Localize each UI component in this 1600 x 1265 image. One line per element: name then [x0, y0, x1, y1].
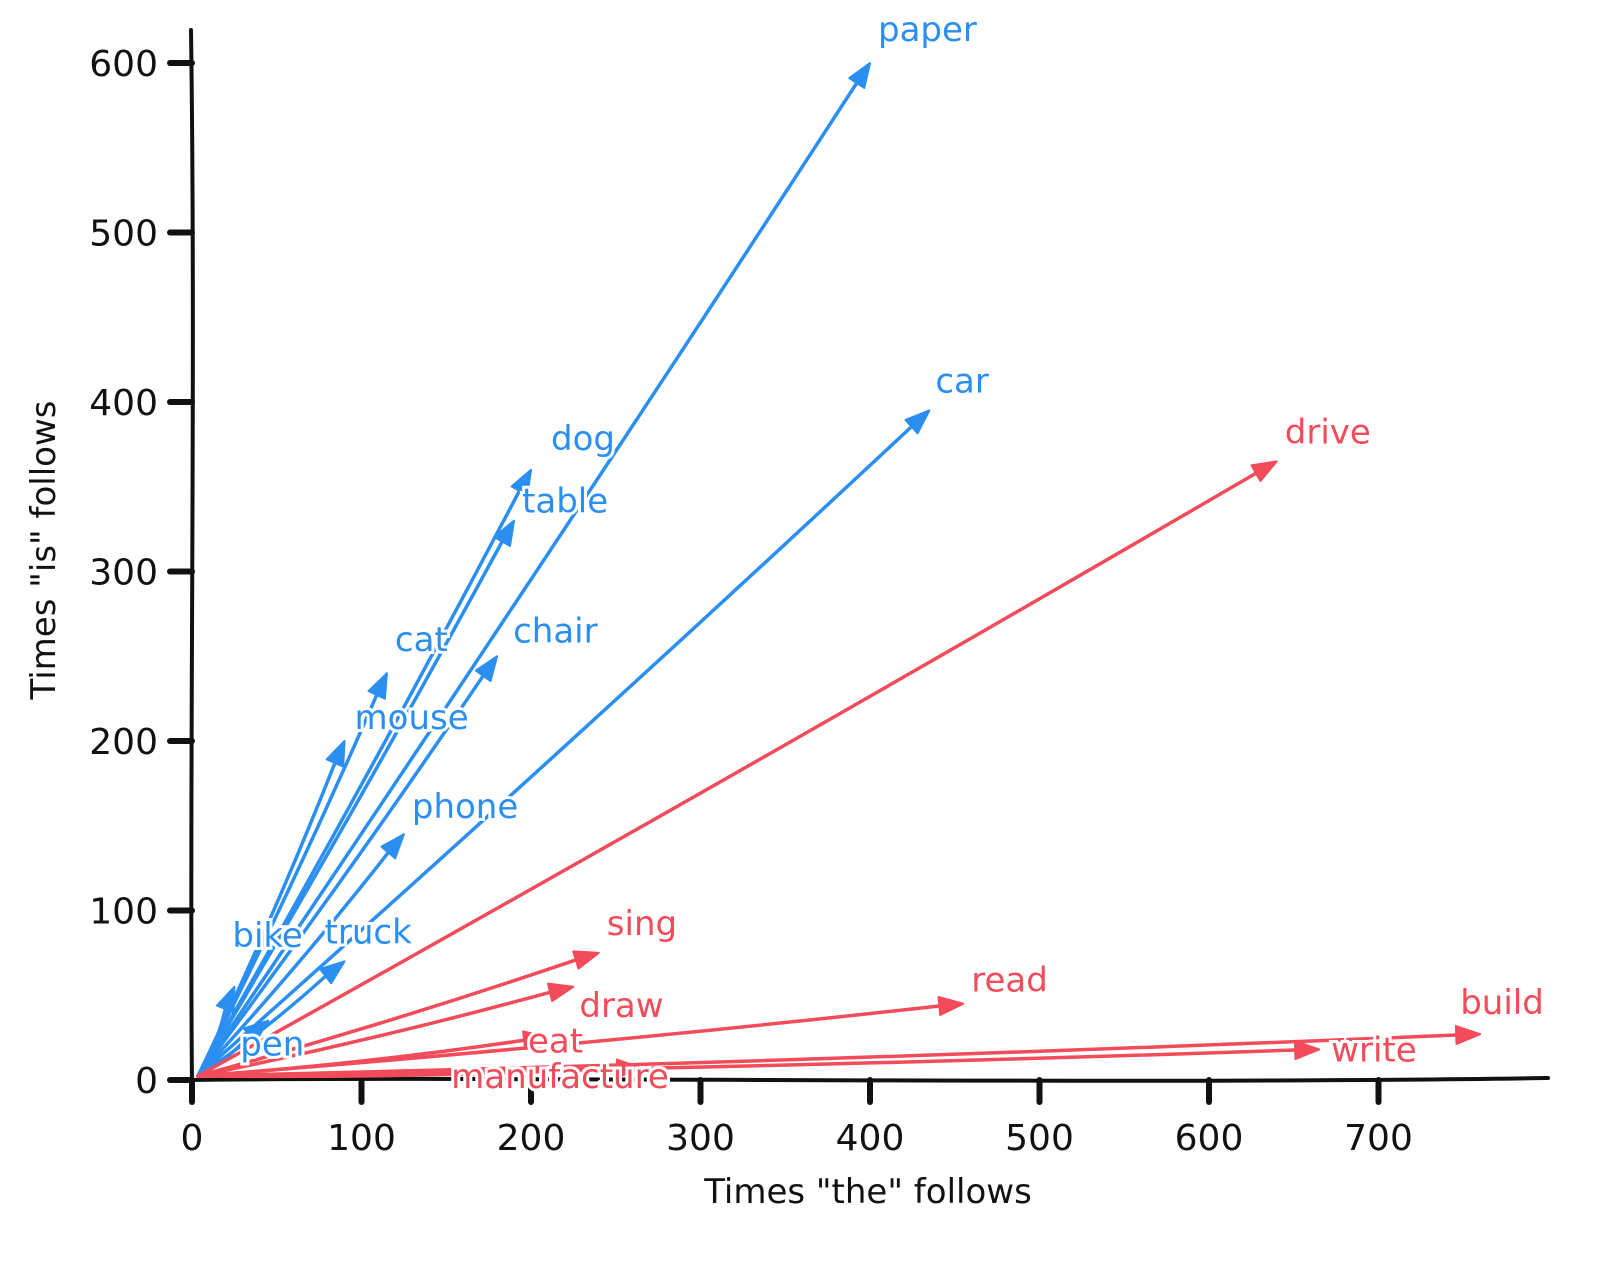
vector-label-draw: draw: [579, 986, 663, 1026]
vector-arrowhead-car: [904, 409, 931, 435]
x-axis-title: Times "the" follows: [703, 1172, 1032, 1212]
vector-line-drive: [196, 471, 1258, 1078]
axes: 0 100 200 300 400 500 600 700 0 100 200 300 400 500 6…: [89, 28, 1550, 1159]
vector-label-chair: chair: [513, 611, 598, 651]
y-tick-label: 0: [135, 1061, 158, 1102]
y-axis-title: Times "is" follows: [24, 401, 64, 701]
y-tick-label: 400: [89, 383, 158, 424]
vector-label-phone: phone: [412, 787, 518, 827]
vector-arrowhead-build: [1454, 1025, 1482, 1046]
y-tick-label: 500: [89, 214, 158, 255]
vector-label-bike: bike: [232, 916, 302, 956]
vector-label-mouse: mouse: [355, 698, 469, 738]
vector-line-paper: [196, 81, 859, 1078]
y-axis-line: [189, 28, 195, 1087]
x-tick-label: 300: [666, 1118, 735, 1159]
vector-line-draw: [196, 990, 552, 1078]
vector-line-phone: [196, 850, 391, 1078]
vector-arrowhead-mouse: [325, 740, 346, 768]
vector-arrowhead-truck: [319, 960, 346, 985]
vector-label-paper: paper: [878, 10, 977, 50]
vector-arrowhead-read: [937, 996, 965, 1016]
vector-label-drive: drive: [1285, 412, 1371, 452]
vector-arrowhead-drive: [1250, 460, 1278, 483]
x-ticks: 0 100 200 300 400 500 600 700: [181, 1077, 1413, 1159]
vector-label-eat: eat: [528, 1022, 583, 1062]
vector-arrowhead-dog: [510, 468, 532, 497]
vector-line-car: [196, 424, 914, 1078]
vector-arrowhead-manufacture: [616, 1058, 643, 1079]
vector-arrowhead-table: [493, 519, 516, 547]
vector-line-manufacture: [196, 1066, 619, 1079]
vector-line-build: [196, 1033, 1458, 1078]
vector-arrowhead-phone: [380, 833, 405, 860]
vector-arrowhead-paper: [848, 62, 871, 89]
y-tick-label: 200: [89, 722, 158, 763]
vector-line-dog: [196, 489, 522, 1078]
x-tick-label: 600: [1175, 1118, 1244, 1159]
x-tick-label: 0: [181, 1118, 204, 1159]
x-axis-line: [182, 1076, 1550, 1083]
vector-label-read: read: [971, 961, 1048, 1001]
vector-arrowhead-sing: [572, 950, 600, 970]
x-tick-label: 200: [497, 1118, 566, 1159]
x-tick-label: 500: [1005, 1118, 1074, 1159]
vector-arrowhead-write: [1293, 1040, 1321, 1061]
vector-labels: paper car dog table cat chair mouse phone bike tr…: [229, 7, 1546, 1100]
vector-line-sing: [196, 958, 578, 1078]
vector-arrowhead-eat: [522, 1030, 549, 1051]
vector-label-truck: truck: [325, 912, 413, 952]
vector-line-bike: [196, 1007, 228, 1078]
x-tick-label: 700: [1344, 1118, 1413, 1159]
vector-arrowhead-cat: [367, 672, 388, 700]
vectors: [196, 62, 1482, 1079]
y-tick-label: 600: [89, 44, 158, 85]
y-tick-label: 100: [89, 892, 158, 933]
vector-label-build: build: [1460, 983, 1544, 1023]
vector-arrowhead-chair: [474, 655, 499, 683]
vector-arrowhead-draw: [546, 982, 575, 1003]
vector-arrowhead-pen: [242, 1019, 270, 1044]
vector-label-car: car: [935, 361, 989, 401]
x-tick-label: 100: [327, 1118, 396, 1159]
vector-label-write: write: [1331, 1030, 1416, 1070]
vector-label-pen: pen: [240, 1025, 304, 1065]
x-tick-label: 400: [836, 1118, 905, 1159]
vector-label-dog: dog: [551, 419, 615, 459]
vector-arrowhead-bike: [215, 985, 236, 1014]
vector-label-table: table: [522, 482, 608, 522]
vector-line-read: [196, 1004, 942, 1078]
y-tick-label: 300: [89, 553, 158, 594]
vector-line-table: [196, 539, 504, 1078]
vector-line-chair: [196, 674, 485, 1078]
vector-label-manufacture: manufacture: [451, 1057, 669, 1097]
vector-label-sing: sing: [607, 904, 677, 944]
vector-label-cat: cat: [395, 620, 448, 660]
y-ticks: 0 100 200 300 400 500 600: [89, 44, 195, 1102]
